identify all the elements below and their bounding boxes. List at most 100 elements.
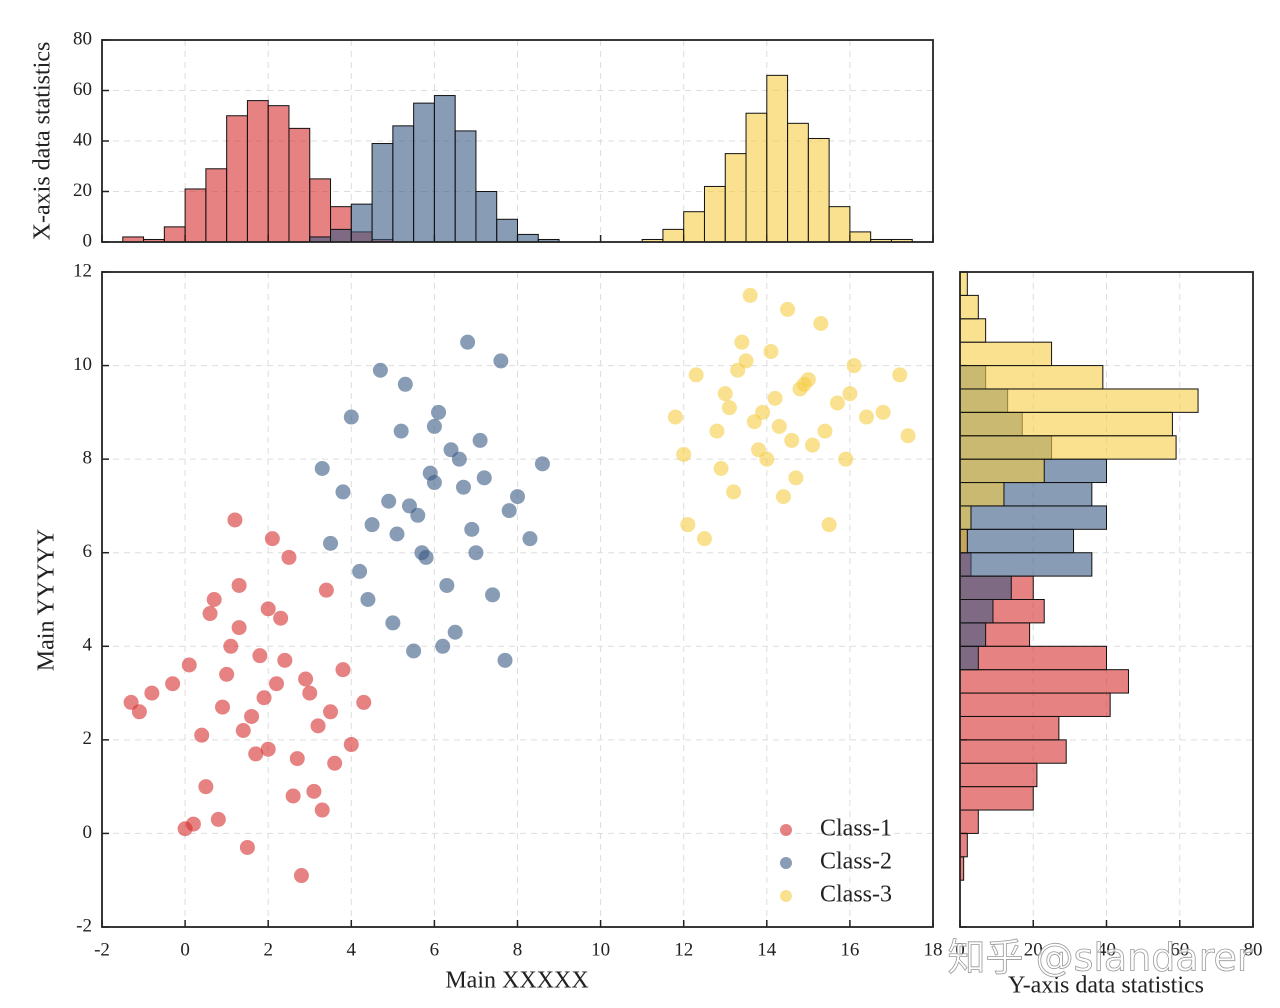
scatter-point (231, 577, 247, 593)
scatter-point (468, 545, 484, 561)
histogram-bar (959, 762, 1038, 788)
histogram-bar (433, 95, 456, 243)
scatter-point (289, 751, 305, 767)
scatter-point (244, 708, 260, 724)
histogram-bar (703, 185, 726, 243)
scatter-point (406, 643, 422, 659)
histogram-bar (959, 645, 979, 671)
scatter-point (717, 386, 733, 402)
scatter-point (298, 671, 314, 687)
histogram-bar (959, 715, 1060, 741)
scatter-point (343, 737, 359, 753)
y-tick-label: 40 (73, 129, 92, 150)
x-tick-label: -2 (94, 939, 110, 960)
scatter-point (431, 404, 447, 420)
scatter-point (780, 301, 796, 317)
histogram-bar (959, 294, 979, 320)
scatter-point (281, 549, 297, 565)
y-tick-label: 0 (83, 822, 93, 843)
legend-marker (780, 824, 792, 836)
scatter-point (476, 470, 492, 486)
x-tick-label: 10 (591, 939, 610, 960)
scatter-point (418, 549, 434, 565)
scatter-point (522, 531, 538, 547)
axes-frame (101, 39, 934, 243)
histogram-bar (662, 228, 685, 243)
scatter-point (194, 727, 210, 743)
scatter-point (181, 657, 197, 673)
scatter-point (742, 287, 758, 303)
scatter-point (385, 615, 401, 631)
histogram-bar (849, 231, 872, 243)
x-tick-label: 16 (840, 939, 859, 960)
histogram-bar (959, 692, 1111, 717)
scatter-point (485, 587, 501, 603)
x-tick-label: 12 (674, 939, 693, 960)
scatter-point (397, 376, 413, 392)
scatter-point (775, 489, 791, 505)
y-tick-label: -2 (76, 915, 92, 936)
scatter-point (185, 816, 201, 832)
histogram-bar (959, 739, 1067, 764)
y-tick-label: 6 (83, 541, 93, 562)
scatter-point (306, 783, 322, 799)
scatter-point (165, 676, 181, 692)
histogram-bar (959, 809, 979, 834)
scatter-point (235, 723, 251, 738)
scatter-point (389, 526, 405, 542)
scatter-point (198, 779, 214, 795)
histogram-bar (683, 211, 705, 243)
scatter-point (443, 442, 459, 458)
histogram-bar (205, 168, 228, 243)
scatter-point (846, 358, 862, 374)
scatter-point (829, 395, 845, 411)
scatter-point (680, 517, 696, 533)
histogram-bar (330, 228, 352, 243)
histogram-bar (454, 130, 477, 243)
scatter-point (817, 423, 833, 439)
scatter-point (792, 381, 808, 397)
x-tick-label: 18 (924, 939, 943, 960)
y-tick-label: 8 (83, 448, 93, 469)
y-tick-label: 80 (73, 28, 92, 49)
scatter-point (410, 507, 426, 523)
scatter-point (439, 577, 455, 593)
histogram-bar (959, 599, 994, 624)
scatter-point (447, 624, 463, 640)
scatter-point (364, 517, 380, 533)
scatter-point (842, 386, 858, 402)
histogram-bar (184, 188, 207, 243)
scatter-point (310, 718, 326, 734)
y-tick-label: 20 (73, 180, 92, 201)
scatter-point (709, 423, 725, 439)
scatter-point (381, 493, 397, 509)
scatter-point (206, 592, 222, 607)
y-tick-label: 2 (83, 728, 93, 749)
scatter-point (273, 610, 289, 626)
scatter-point (534, 456, 550, 472)
scatter-point (455, 479, 471, 495)
histogram-bar (959, 528, 968, 554)
scatter-point (260, 601, 276, 617)
scatter-point (356, 694, 372, 710)
scatter-point (501, 503, 517, 519)
scatter-point (256, 690, 272, 706)
scatter-point (426, 418, 442, 434)
scatter-point (264, 531, 280, 547)
axes-frame (959, 271, 1254, 928)
y-axis-label: X-axis data statistics (30, 42, 56, 241)
scatter-point (784, 432, 800, 448)
scatter-point (223, 638, 239, 654)
histogram-bar (807, 137, 830, 243)
scatter-point (767, 390, 783, 406)
histogram-bar (828, 206, 851, 243)
scatter-point (726, 484, 742, 500)
scatter-point (510, 489, 525, 505)
scatter-point (227, 512, 243, 528)
x-tick-label: 14 (757, 939, 777, 960)
scatter-point (231, 620, 247, 636)
histogram-bar (475, 191, 498, 243)
histogram-bar (959, 411, 1173, 437)
scatter-point (734, 334, 750, 350)
scatter-point (497, 652, 513, 668)
